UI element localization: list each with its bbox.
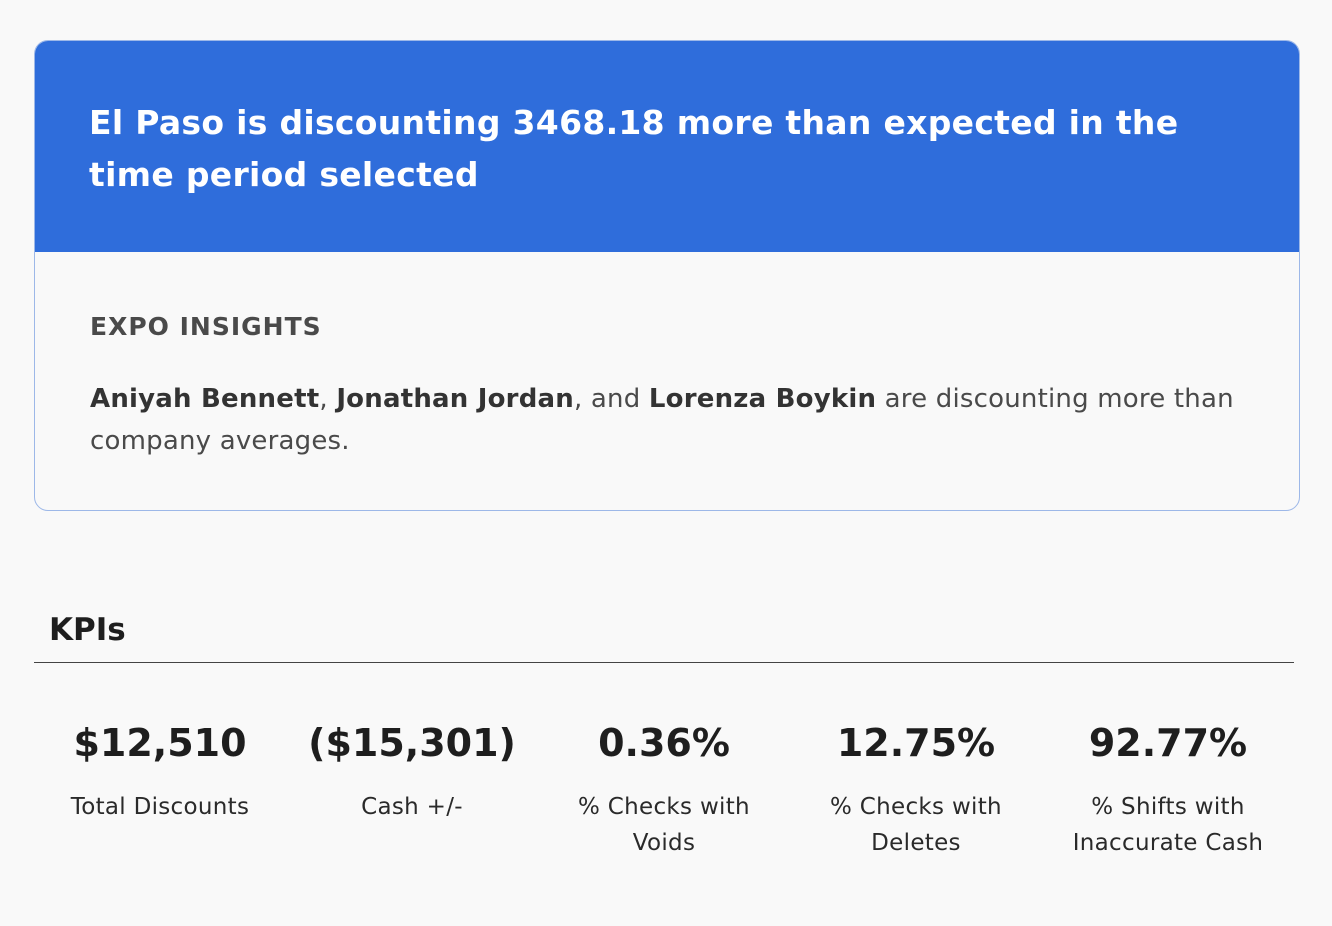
kpi-label: Cash +/- xyxy=(361,794,463,820)
name-separator: , xyxy=(319,384,337,414)
employee-name: Jonathan Jordan xyxy=(336,384,574,414)
kpi-label: % Shifts with Inaccurate Cash xyxy=(1072,794,1264,856)
employee-name: Aniyah Bennett xyxy=(90,384,320,414)
kpi-shifts-inaccurate-cash: 92.77% % Shifts with Inaccurate Cash xyxy=(1042,716,1294,861)
kpi-label: Total Discounts xyxy=(70,794,250,820)
name-separator: , and xyxy=(573,384,649,414)
kpi-checks-with-voids: 0.36% % Checks with Voids xyxy=(538,716,790,861)
kpi-value: 12.75% xyxy=(836,721,996,765)
kpi-value: ($15,301) xyxy=(308,721,516,765)
kpi-divider xyxy=(34,662,1294,663)
kpi-value: 0.36% xyxy=(598,721,730,765)
discount-alert-card: El Paso is discounting 3468.18 more than… xyxy=(34,40,1300,511)
kpi-row: $12,510 Total Discounts ($15,301) Cash +… xyxy=(34,716,1294,861)
alert-title: El Paso is discounting 3468.18 more than… xyxy=(89,103,1179,194)
employee-name: Lorenza Boykin xyxy=(648,384,877,414)
kpi-checks-with-deletes: 12.75% % Checks with Deletes xyxy=(790,716,1042,861)
kpi-value: 92.77% xyxy=(1088,721,1248,765)
insights-suffix: are discounting more than company averag… xyxy=(90,384,1234,456)
kpi-section-title: KPIs xyxy=(49,612,126,648)
insights-text: Aniyah Bennett, Jonathan Jordan, and Lor… xyxy=(90,378,1245,462)
insights-section: EXPO INSIGHTS Aniyah Bennett, Jonathan J… xyxy=(35,252,1299,462)
insights-heading: EXPO INSIGHTS xyxy=(90,312,322,341)
alert-header: El Paso is discounting 3468.18 more than… xyxy=(35,41,1299,252)
kpi-label: % Checks with Deletes xyxy=(830,794,1002,856)
kpi-cash-variance: ($15,301) Cash +/- xyxy=(286,716,538,861)
kpi-value: $12,510 xyxy=(73,721,247,765)
kpi-total-discounts: $12,510 Total Discounts xyxy=(34,716,286,861)
kpi-label: % Checks with Voids xyxy=(578,794,750,856)
